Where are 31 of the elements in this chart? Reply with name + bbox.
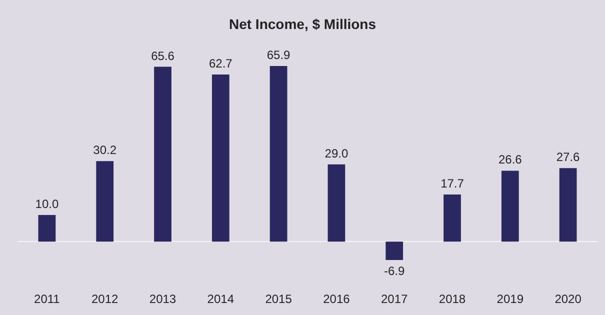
x-tick-label: 2016	[323, 292, 350, 306]
chart-title: Net Income, $ Millions	[228, 16, 376, 32]
bar	[96, 161, 114, 242]
x-tick-label: 2019	[496, 292, 524, 306]
data-label: 65.9	[266, 48, 291, 62]
bar	[270, 66, 288, 242]
x-tick-label: 2013	[149, 292, 176, 306]
x-tick-label: 2015	[265, 292, 292, 306]
data-label: 10.0	[35, 196, 59, 211]
bar	[559, 168, 577, 242]
bar	[501, 170, 519, 242]
data-label: 29.0	[324, 146, 348, 160]
bar	[154, 66, 172, 242]
x-tick-label: 2020	[554, 292, 582, 306]
bar	[212, 74, 230, 242]
data-label: 26.6	[498, 152, 522, 167]
data-label: 65.6	[151, 48, 175, 63]
bar	[38, 214, 56, 242]
data-label: 30.2	[93, 143, 117, 158]
x-tick-label: 2012	[92, 292, 119, 306]
x-tick-label: 2011	[34, 292, 60, 306]
bar	[386, 242, 404, 260]
data-label: -6.9	[384, 264, 406, 278]
data-label: 62.7	[208, 56, 233, 71]
bar	[444, 194, 461, 242]
x-tick-label: 2014	[207, 292, 234, 306]
data-label: 27.6	[556, 150, 580, 164]
x-tick-label: 2018	[438, 292, 466, 306]
x-tick-label: 2017	[381, 292, 408, 306]
data-label: 17.7	[440, 176, 464, 190]
bar	[328, 164, 346, 242]
